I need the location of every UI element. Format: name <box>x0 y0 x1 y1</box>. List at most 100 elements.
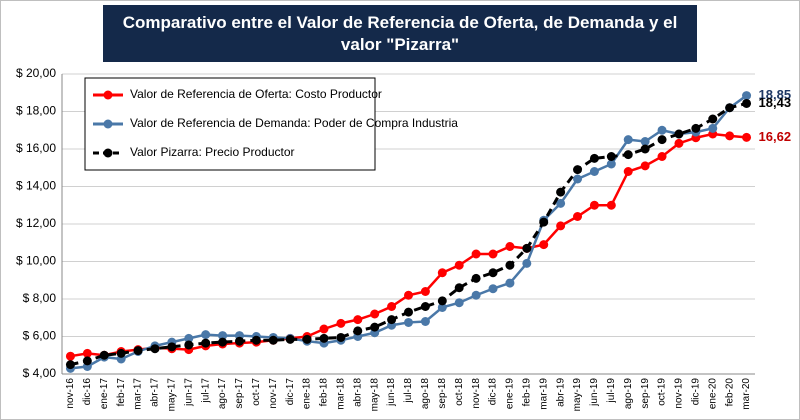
data-point <box>319 324 329 334</box>
data-point <box>285 334 295 344</box>
x-tick-label: nov-19 <box>674 378 685 409</box>
data-point <box>201 338 211 348</box>
data-point <box>657 125 667 135</box>
data-point <box>556 187 566 197</box>
data-point <box>370 322 380 332</box>
y-tick-label: $ 10,00 <box>16 254 56 268</box>
data-point <box>184 340 194 350</box>
x-tick-label: mar-18 <box>336 378 347 410</box>
data-point <box>336 332 346 342</box>
data-point <box>505 260 515 270</box>
data-point <box>65 351 75 361</box>
x-tick-label: nov-18 <box>471 378 482 409</box>
data-point <box>370 309 380 319</box>
x-tick-label: ago-18 <box>420 378 431 410</box>
x-tick-label: nov-16 <box>65 378 76 409</box>
y-tick-label: $ 18,00 <box>16 104 56 118</box>
x-tick-label: may-17 <box>167 378 178 412</box>
data-point <box>742 98 752 108</box>
data-point <box>150 344 160 354</box>
x-tick-label: ene-20 <box>707 378 718 410</box>
y-tick-label: $ 6,00 <box>23 329 57 343</box>
data-point <box>589 153 599 163</box>
data-point <box>234 336 244 346</box>
data-point <box>251 335 261 345</box>
end-label: 18,85 <box>759 87 792 102</box>
x-tick-label: jul-19 <box>606 378 617 404</box>
data-point <box>420 287 430 296</box>
data-point <box>437 268 447 278</box>
data-point <box>218 337 228 347</box>
x-tick-label: dic-17 <box>285 378 296 406</box>
data-point <box>539 217 549 227</box>
data-point <box>133 346 143 356</box>
chart-title: Comparativo entre el Valor de Referencia… <box>103 5 697 62</box>
data-point <box>99 350 109 360</box>
x-tick-label: sep-17 <box>234 378 245 409</box>
data-point <box>218 331 228 341</box>
legend-marker <box>103 148 113 158</box>
data-point <box>404 290 413 300</box>
legend-label: Valor de Referencia de Oferta: Costo Pro… <box>130 87 382 101</box>
data-point <box>454 298 464 308</box>
data-point <box>471 273 481 283</box>
data-point <box>674 138 684 148</box>
data-point <box>387 315 397 325</box>
data-point <box>404 307 413 317</box>
data-point <box>420 317 430 326</box>
data-point <box>268 335 278 345</box>
x-tick-label: jun-19 <box>589 378 600 407</box>
x-tick-label: jun-18 <box>386 378 397 407</box>
data-point <box>454 260 464 270</box>
legend-box <box>84 77 376 171</box>
x-tick-label: mar-20 <box>741 378 752 410</box>
legend-label: Valor de Referencia de Demanda: Poder de… <box>130 116 458 130</box>
data-point <box>573 174 583 184</box>
data-point <box>606 152 616 161</box>
data-point <box>623 135 633 145</box>
data-point <box>505 278 515 288</box>
x-tick-label: sep-19 <box>640 378 651 409</box>
x-tick-label: feb-18 <box>319 378 330 407</box>
x-tick-label: oct-19 <box>657 378 668 406</box>
x-tick-label: may-18 <box>369 378 380 412</box>
x-tick-label: feb-17 <box>116 378 127 407</box>
data-point <box>691 123 701 133</box>
data-point <box>404 317 413 327</box>
data-point <box>353 315 363 325</box>
data-point <box>420 302 430 311</box>
data-point <box>336 318 346 328</box>
data-point <box>725 131 735 141</box>
data-point <box>522 258 532 268</box>
data-point <box>573 165 583 175</box>
data-point <box>488 249 498 259</box>
data-point <box>589 167 599 176</box>
x-tick-label: mar-17 <box>133 378 144 410</box>
data-point <box>437 296 447 306</box>
data-point <box>387 302 397 311</box>
data-point <box>488 284 498 294</box>
x-tick-label: ago-19 <box>623 378 634 410</box>
data-point <box>539 240 549 250</box>
legend-marker <box>103 90 113 100</box>
x-tick-label: oct-17 <box>251 378 262 406</box>
data-point <box>640 161 650 171</box>
x-tick-label: dic-16 <box>82 378 93 406</box>
x-tick-label: jul-17 <box>200 378 211 404</box>
data-point <box>606 159 616 169</box>
data-point <box>65 360 75 370</box>
data-point <box>302 334 312 344</box>
x-tick-label: abr-17 <box>150 378 161 407</box>
data-point <box>82 348 92 358</box>
data-point <box>471 290 481 300</box>
data-point <box>167 342 177 352</box>
x-tick-label: mar-19 <box>538 378 549 410</box>
data-point <box>353 326 363 336</box>
data-point <box>505 242 515 251</box>
data-point <box>184 333 194 343</box>
data-point <box>82 356 92 366</box>
data-point <box>708 114 718 124</box>
x-tick-label: feb-19 <box>521 378 532 407</box>
x-tick-label: ene-17 <box>99 378 110 410</box>
